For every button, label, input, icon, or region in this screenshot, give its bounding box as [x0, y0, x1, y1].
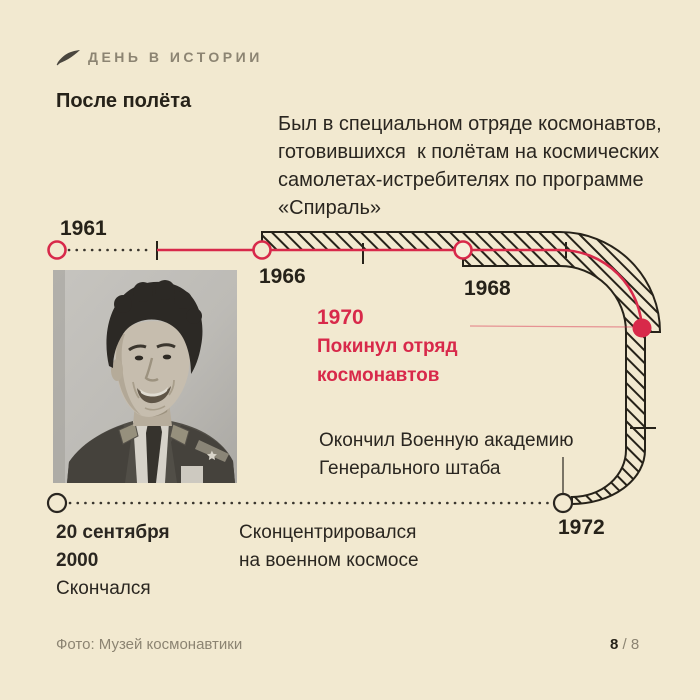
page-total: 8 [630, 636, 640, 653]
timeline-point-1966 [252, 240, 272, 260]
event-1970-note-line: Покинул отряд [317, 336, 458, 357]
focus-note-line: Сконцентрировался [239, 522, 417, 543]
academy-note-line: Окончил Военную академию [319, 430, 574, 451]
timeline-point-death [46, 492, 68, 514]
timeline-point-1972 [552, 492, 574, 514]
brand-title: ДЕНЬ В ИСТОРИИ [88, 49, 263, 65]
death-date-line: 2000 [56, 550, 99, 571]
intro-line: Был в специальном отряде космонавтов, [278, 113, 662, 135]
academy-note-line: Генерального штаба [319, 458, 501, 479]
death-block: 20 сентября 2000 Скончался [56, 519, 170, 603]
page-title: После полёта [56, 90, 192, 112]
photo-credit: Фото: Музей космонавтики [56, 636, 243, 653]
red-career-line [157, 248, 644, 333]
event-1970: 1970 Покинул отряд космонавтов [317, 303, 458, 390]
page-current: 8 [610, 636, 619, 653]
focus-note: Сконцентрировался на военном космосе [239, 519, 419, 575]
year-label-1968: 1968 [464, 277, 511, 300]
hatched-period-band [261, 231, 662, 506]
feather-pen-icon [56, 50, 80, 66]
intro-line: «Спираль» [278, 197, 382, 219]
year-label-1966: 1966 [259, 265, 306, 288]
timeline-point-1970 [632, 318, 652, 338]
year-label-1961: 1961 [60, 217, 107, 240]
intro-line: готовившихся к полётам на космических [278, 141, 660, 163]
year-label-1972: 1972 [558, 516, 605, 539]
academy-note: Окончил Военную академию Генерального шт… [319, 427, 574, 483]
year-label-1970: 1970 [317, 306, 364, 329]
intro-line: самолетах-истребителях по программе [278, 169, 644, 191]
leader-line-1970 [469, 325, 635, 328]
timeline-point-1961 [47, 240, 67, 260]
page-indicator: 8 / 8 [610, 636, 639, 653]
death-label: Скончался [56, 578, 151, 599]
event-1970-note-line: космонавтов [317, 365, 440, 386]
portrait-photo [53, 270, 237, 483]
timeline-point-1968 [453, 240, 473, 260]
intro-paragraph: Был в специальном отряде космонавтов, го… [278, 110, 662, 222]
death-date-line: 20 сентября [56, 522, 170, 543]
page-separator: / [622, 636, 627, 653]
focus-note-line: на военном космосе [239, 550, 419, 571]
